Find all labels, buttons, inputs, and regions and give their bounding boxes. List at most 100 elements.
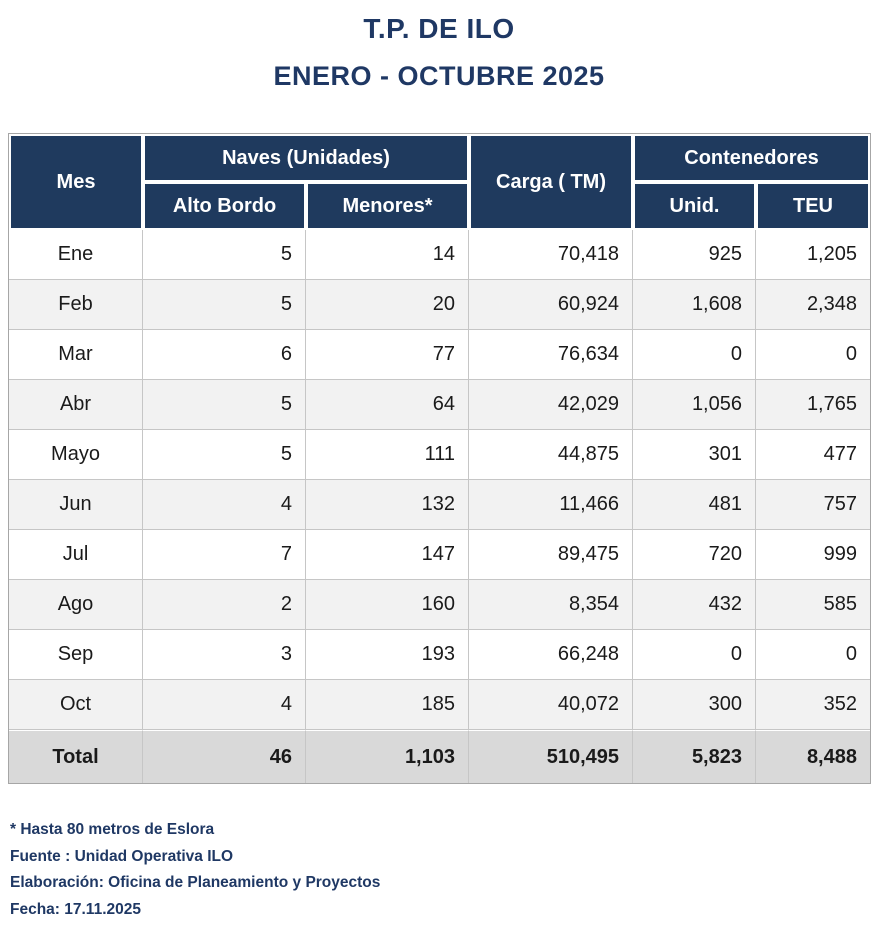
- header-alto-bordo: Alto Bordo: [143, 182, 306, 230]
- cell-unid: 301: [633, 430, 756, 480]
- table-header: Mes Naves (Unidades) Carga ( TM) Contene…: [9, 134, 870, 230]
- table-row: Oct 4 185 40,072 300 352: [9, 680, 870, 730]
- header-mes: Mes: [9, 134, 143, 230]
- cell-carga: 40,072: [469, 680, 633, 730]
- total-label: Total: [9, 730, 143, 783]
- cell-unid: 720: [633, 530, 756, 580]
- cell-carga: 44,875: [469, 430, 633, 480]
- cell-teu: 0: [756, 630, 870, 680]
- title-block: T.P. DE ILO ENERO - OCTUBRE 2025: [0, 0, 878, 93]
- cell-menores: 20: [306, 280, 469, 330]
- cell-menores: 64: [306, 380, 469, 430]
- page-subtitle: ENERO - OCTUBRE 2025: [273, 61, 605, 91]
- cell-alto-bordo: 5: [143, 280, 306, 330]
- cell-alto-bordo: 3: [143, 630, 306, 680]
- cell-unid: 925: [633, 230, 756, 280]
- cell-carga: 42,029: [469, 380, 633, 430]
- cell-alto-bordo: 4: [143, 680, 306, 730]
- cell-mes: Ene: [9, 230, 143, 280]
- header-contenedores-group: Contenedores: [633, 134, 870, 182]
- cell-unid: 1,056: [633, 380, 756, 430]
- total-menores: 1,103: [306, 730, 469, 783]
- table-row: Ago 2 160 8,354 432 585: [9, 580, 870, 630]
- total-row: Total 46 1,103 510,495 5,823 8,488: [9, 730, 870, 783]
- cell-carga: 60,924: [469, 280, 633, 330]
- cell-alto-bordo: 4: [143, 480, 306, 530]
- total-alto-bordo: 46: [143, 730, 306, 783]
- cell-teu: 477: [756, 430, 870, 480]
- stats-table: Mes Naves (Unidades) Carga ( TM) Contene…: [8, 133, 871, 784]
- cell-menores: 132: [306, 480, 469, 530]
- cell-teu: 757: [756, 480, 870, 530]
- header-menores: Menores*: [306, 182, 469, 230]
- cell-carga: 89,475: [469, 530, 633, 580]
- footnotes-block: * Hasta 80 metros de Eslora Fuente : Uni…: [10, 817, 878, 923]
- cell-unid: 1,608: [633, 280, 756, 330]
- cell-menores: 185: [306, 680, 469, 730]
- cell-menores: 77: [306, 330, 469, 380]
- cell-mes: Jul: [9, 530, 143, 580]
- cell-alto-bordo: 2: [143, 580, 306, 630]
- footnote-eslora: * Hasta 80 metros de Eslora: [10, 821, 215, 838]
- table-row: Jul 7 147 89,475 720 999: [9, 530, 870, 580]
- cell-teu: 0: [756, 330, 870, 380]
- cell-menores: 160: [306, 580, 469, 630]
- header-naves-group: Naves (Unidades): [143, 134, 469, 182]
- cell-teu: 1,205: [756, 230, 870, 280]
- cell-unid: 432: [633, 580, 756, 630]
- header-carga: Carga ( TM): [469, 134, 633, 230]
- cell-unid: 300: [633, 680, 756, 730]
- cell-mes: Ago: [9, 580, 143, 630]
- cell-mes: Mar: [9, 330, 143, 380]
- cell-teu: 352: [756, 680, 870, 730]
- cell-teu: 999: [756, 530, 870, 580]
- cell-teu: 1,765: [756, 380, 870, 430]
- cell-carga: 70,418: [469, 230, 633, 280]
- cell-mes: Feb: [9, 280, 143, 330]
- footnote-fuente: Fuente : Unidad Operativa ILO: [10, 847, 234, 865]
- cell-mes: Oct: [9, 680, 143, 730]
- total-carga: 510,495: [469, 730, 633, 783]
- cell-carga: 66,248: [469, 630, 633, 680]
- cell-carga: 8,354: [469, 580, 633, 630]
- table-body: Ene 5 14 70,418 925 1,205 Feb 5 20 60,92…: [9, 230, 870, 730]
- header-unid: Unid.: [633, 182, 756, 230]
- total-unid: 5,823: [633, 730, 756, 783]
- cell-mes: Jun: [9, 480, 143, 530]
- cell-alto-bordo: 5: [143, 430, 306, 480]
- cell-mes: Sep: [9, 630, 143, 680]
- table-row: Jun 4 132 11,466 481 757: [9, 480, 870, 530]
- cell-unid: 481: [633, 480, 756, 530]
- table-row: Sep 3 193 66,248 0 0: [9, 630, 870, 680]
- cell-menores: 147: [306, 530, 469, 580]
- header-row-groups: Mes Naves (Unidades) Carga ( TM) Contene…: [9, 134, 870, 230]
- total-teu: 8,488: [756, 730, 870, 783]
- cell-alto-bordo: 6: [143, 330, 306, 380]
- footnote-fecha: Fecha: 17.11.2025: [10, 900, 141, 918]
- cell-menores: 193: [306, 630, 469, 680]
- cell-mes: Mayo: [9, 430, 143, 480]
- cell-alto-bordo: 5: [143, 230, 306, 280]
- table-row: Mar 6 77 76,634 0 0: [9, 330, 870, 380]
- cell-unid: 0: [633, 330, 756, 380]
- cell-alto-bordo: 5: [143, 380, 306, 430]
- page-title: T.P. DE ILO: [363, 13, 515, 44]
- table-row: Ene 5 14 70,418 925 1,205: [9, 230, 870, 280]
- cell-mes: Abr: [9, 380, 143, 430]
- cell-unid: 0: [633, 630, 756, 680]
- cell-menores: 14: [306, 230, 469, 280]
- header-teu: TEU: [756, 182, 870, 230]
- cell-teu: 585: [756, 580, 870, 630]
- header-row-sub: Alto Bordo Menores* Unid. TEU: [9, 182, 870, 230]
- table-row: Feb 5 20 60,924 1,608 2,348: [9, 280, 870, 330]
- cell-teu: 2,348: [756, 280, 870, 330]
- table-row: Abr 5 64 42,029 1,056 1,765: [9, 380, 870, 430]
- cell-carga: 11,466: [469, 480, 633, 530]
- cell-alto-bordo: 7: [143, 530, 306, 580]
- cell-menores: 111: [306, 430, 469, 480]
- table-row: Mayo 5 111 44,875 301 477: [9, 430, 870, 480]
- cell-carga: 76,634: [469, 330, 633, 380]
- table-footer: Total 46 1,103 510,495 5,823 8,488: [9, 730, 870, 783]
- footnote-elaboracion: Elaboración: Oficina de Planeamiento y P…: [10, 874, 381, 891]
